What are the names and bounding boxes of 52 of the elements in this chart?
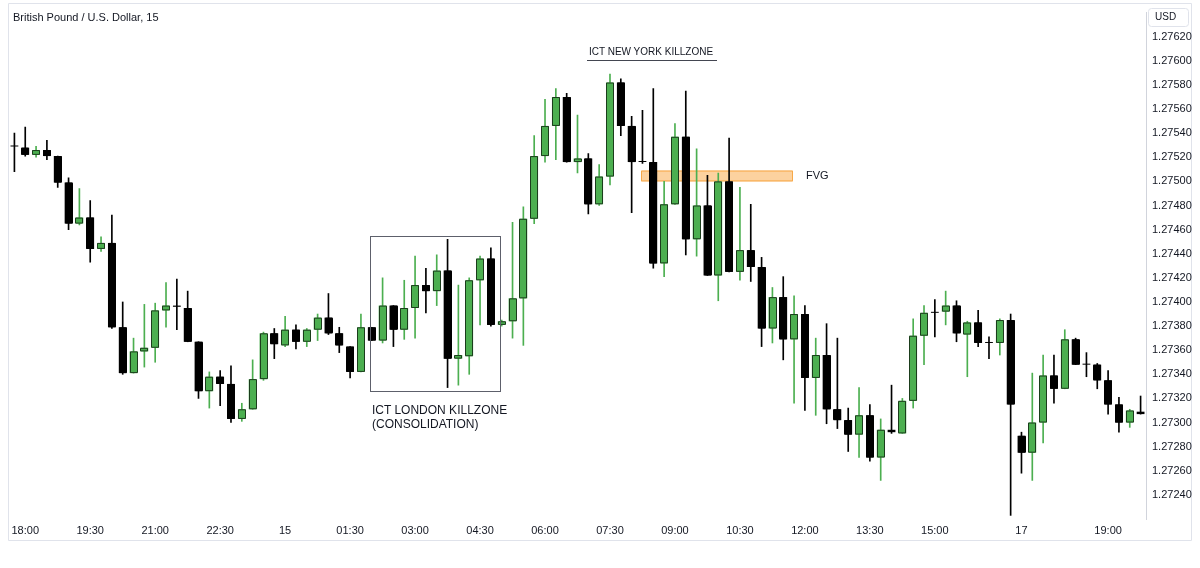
candlestick bbox=[985, 336, 993, 359]
x-tick-label: 06:00 bbox=[531, 523, 559, 536]
candlestick bbox=[162, 282, 170, 328]
y-tick-label: 1.27480 bbox=[1152, 198, 1192, 211]
y-tick-label: 1.27440 bbox=[1152, 246, 1192, 259]
candlestick bbox=[746, 203, 755, 282]
y-tick-label: 1.27380 bbox=[1152, 319, 1192, 332]
y-tick-label: 1.27320 bbox=[1152, 391, 1192, 404]
y-tick-label: 1.27540 bbox=[1152, 126, 1192, 139]
x-tick-label: 09:00 bbox=[661, 523, 689, 536]
x-tick-label: 22:30 bbox=[206, 523, 234, 536]
y-tick-label: 1.27300 bbox=[1152, 415, 1192, 428]
candlestick bbox=[790, 295, 798, 404]
y-tick-label: 1.27400 bbox=[1152, 295, 1192, 307]
candlestick bbox=[941, 290, 950, 326]
x-tick-label: 01:30 bbox=[336, 523, 364, 536]
x-tick-label: 19:00 bbox=[1094, 523, 1122, 536]
x-tick-label: 03:00 bbox=[401, 523, 429, 536]
x-tick-label: 10:30 bbox=[726, 523, 754, 536]
y-tick-label: 1.27260 bbox=[1152, 463, 1192, 476]
x-tick-label: 07:30 bbox=[596, 523, 624, 536]
candlestick bbox=[736, 187, 744, 281]
x-tick-label: 12:00 bbox=[791, 523, 819, 536]
x-tick-label: 13:30 bbox=[856, 523, 884, 536]
y-tick-label: 1.27280 bbox=[1152, 439, 1192, 452]
x-tick-label: 19:30 bbox=[76, 523, 104, 536]
chart-title: British Pound / U.S. Dollar, 15 bbox=[13, 11, 159, 24]
y-tick-label: 1.27360 bbox=[1152, 343, 1192, 356]
x-tick-label: 04:30 bbox=[466, 523, 494, 536]
y-axis-title: USD bbox=[1155, 11, 1177, 23]
candlestick bbox=[963, 320, 972, 378]
candlestick bbox=[422, 267, 430, 314]
x-tick-label: 21:00 bbox=[141, 523, 169, 536]
x-tick-label: 17 bbox=[1015, 523, 1028, 536]
y-tick-label: 1.27240 bbox=[1152, 487, 1192, 500]
x-tick-label: 18:00 bbox=[11, 523, 40, 536]
y-tick-label: 1.27420 bbox=[1152, 270, 1192, 283]
candlestick bbox=[930, 299, 939, 338]
y-tick-label: 1.27560 bbox=[1152, 102, 1192, 115]
x-tick-label: 15:00 bbox=[921, 523, 949, 536]
y-tick-label: 1.27520 bbox=[1152, 150, 1192, 163]
band-label: FVG bbox=[806, 169, 829, 182]
y-tick-label: 1.27580 bbox=[1152, 77, 1192, 90]
y-tick-label: 1.27460 bbox=[1152, 222, 1192, 235]
y-tick-label: 1.27340 bbox=[1152, 367, 1192, 380]
annotation: ICT LONDON KILLZONE (CONSOLIDATION) bbox=[372, 403, 508, 431]
y-tick-label: 1.27500 bbox=[1152, 174, 1192, 187]
x-tick-label: 15 bbox=[279, 523, 292, 536]
annotation: ICT NEW YORK KILLZONE bbox=[588, 45, 714, 57]
y-tick-label: 1.27600 bbox=[1152, 53, 1192, 66]
y-tick-label: 1.27620 bbox=[1152, 29, 1192, 42]
candlestick bbox=[216, 370, 225, 406]
